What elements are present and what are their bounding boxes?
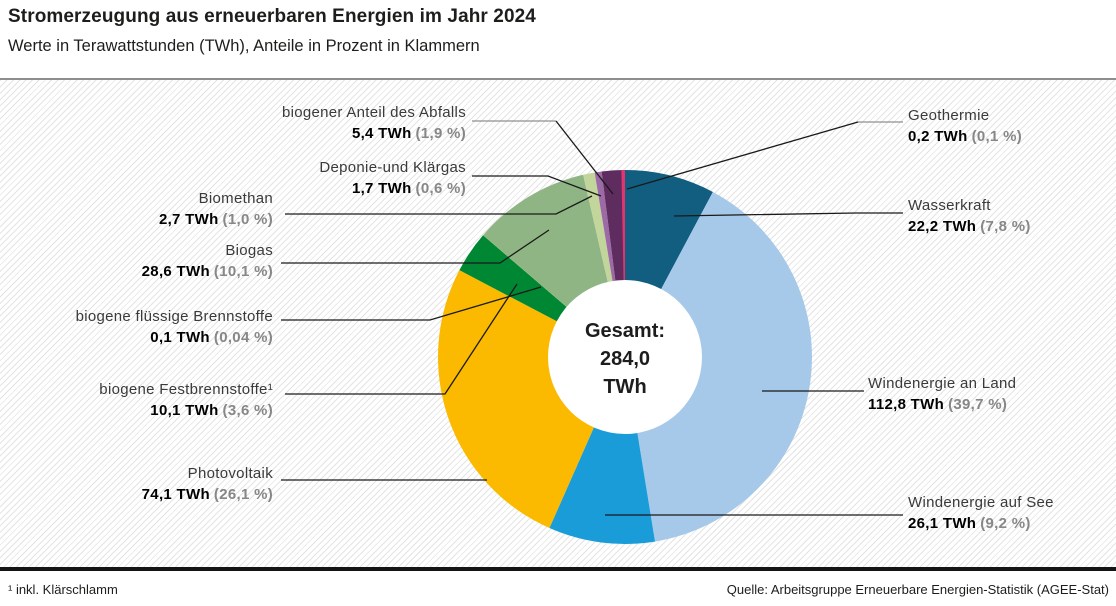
pie-segment-windenergie-an-land [625,191,812,542]
segment-value: 0,2 TWh [908,128,968,145]
segment-value: 112,8 TWh [868,396,945,413]
leader-line-geothermie [626,121,859,190]
segment-value-row: 112,8 TWh (39,7 %) [868,394,1016,415]
segment-value: 22,2 TWh [908,218,977,235]
segment-label-wasserkraft: Wasserkraft 22,2 TWh (7,8 %) [908,195,1031,237]
leader-line-biogas [281,229,550,264]
segment-percent: (39,7 %) [948,396,1008,413]
chart-total-unit: TWh [603,376,647,398]
segment-name: Windenergie auf See [908,494,1054,511]
source-credit: Quelle: Arbeitsgruppe Erneuerbare Energi… [726,582,1109,597]
leader-line-biogene-festbrennstoffe [285,283,518,395]
segment-label-biogene-festbrennstoffe: biogene Festbrennstoffe¹ 10,1 TWh (3,6 %) [99,379,273,421]
segment-percent: (26,1 %) [213,486,273,503]
page-subtitle: Werte in Terawattstunden (TWh), Anteile … [8,37,480,55]
segment-value-row: 0,2 TWh (0,1 %) [908,126,1022,147]
segment-value: 26,1 TWh [908,515,977,532]
segment-percent: (0,04 %) [213,329,273,346]
leader-line-biogener-anteil-des-abfalls [555,120,614,195]
segment-name: biogener Anteil des Abfalls [281,104,466,121]
segment-name: Deponie-und Klärgas [319,159,466,176]
leader-line-biogene-fl-ssige-brennstoffe [281,286,542,321]
header: Stromerzeugung aus erneuerbaren Energien… [0,0,1116,78]
donut-hole [548,280,702,434]
chart-bottom-rule [0,567,1116,571]
segment-value: 0,1 TWh [150,329,210,346]
chart-total-label: Gesamt: [584,320,666,342]
segment-label-biogener-anteil-des-abfalls: biogener Anteil des Abfalls 5,4 TWh (1,9 %… [282,102,466,144]
segment-value-row: 26,1 TWh (9,2 %) [908,513,1054,534]
segment-percent: (9,2 %) [980,515,1031,532]
segment-name: Photovoltaik [187,465,273,482]
segment-name: Windenergie an Land [868,375,1017,392]
segment-label-biomethan: Biomethan 2,7 TWh (1,0 %) [159,188,273,230]
segment-value: 74,1 TWh [141,486,210,503]
segment-name: Wasserkraft [908,197,991,214]
segment-percent: (0,6 %) [415,180,466,197]
segment-percent: (3,6 %) [222,402,273,419]
segment-value-row: 0,1 TWh (0,04 %) [76,327,273,348]
segment-name: Geothermie [908,107,990,124]
segment-value: 1,7 TWh [351,180,412,197]
segment-value-row: 10,1 TWh (3,6 %) [99,400,273,421]
segment-value-row: 5,4 TWh (1,9 %) [282,123,466,144]
segment-percent: (1,9 %) [415,125,466,142]
segment-value-row: 28,6 TWh (10,1 %) [142,261,273,282]
segment-label-biogene-fl-ssige-brennstoffe: biogene flüssige Brennstoffe 0,1 TWh (0,04… [76,306,273,348]
segment-label-photovoltaik: Photovoltaik 74,1 TWh (26,1 %) [142,463,273,505]
segment-value-row: 1,7 TWh (0,6 %) [319,178,466,199]
donut-chart [281,120,903,544]
page-title: Stromerzeugung aus erneuerbaren Energien… [8,6,536,27]
segment-name: biogene Festbrennstoffe¹ [99,381,273,398]
leader-line-wasserkraft [673,212,903,217]
segment-label-deponie-und-kl-rgas: Deponie-und Klärgas 1,7 TWh (0,6 %) [319,157,466,199]
segment-percent: (1,0 %) [222,211,273,228]
footnote: ¹ inkl. Klärschlamm [8,582,118,597]
segment-label-biogas: Biogas 28,6 TWh (10,1 %) [142,240,273,282]
segment-name: biogene flüssige Brennstoffe [75,308,273,325]
segment-value: 28,6 TWh [141,263,210,280]
segment-percent: (10,1 %) [213,263,273,280]
segment-value: 5,4 TWh [351,125,412,142]
segment-name: Biomethan [198,190,273,207]
segment-label-geothermie: Geothermie 0,2 TWh (0,1 %) [908,105,1022,147]
segment-name: Biogas [225,242,273,259]
leader-line-biomethan [285,195,593,215]
segment-value-row: 74,1 TWh (26,1 %) [142,484,273,505]
chart-total-value: 284,0 [599,348,651,370]
segment-value: 10,1 TWh [150,402,219,419]
leader-line-deponie-und-kl-rgas [472,175,602,197]
segment-value-row: 22,2 TWh (7,8 %) [908,216,1031,237]
segment-label-windenergie-auf-see: Windenergie auf See 26,1 TWh (9,2 %) [908,492,1054,534]
segment-value: 2,7 TWh [158,211,219,228]
segment-label-windenergie-an-land: Windenergie an Land 112,8 TWh (39,7 %) [868,373,1016,415]
chart-total: Gesamt: 284,0 TWh [525,317,725,401]
segment-percent: (7,8 %) [980,218,1031,235]
chart-area: Gesamt: 284,0 TWh Wasserkraft 22,2 TWh (7,… [0,78,1116,567]
segment-value-row: 2,7 TWh (1,0 %) [159,209,273,230]
footer: ¹ inkl. Klärschlamm Quelle: Arbeitsgrupp… [0,571,1116,606]
segment-percent: (0,1 %) [971,128,1023,145]
